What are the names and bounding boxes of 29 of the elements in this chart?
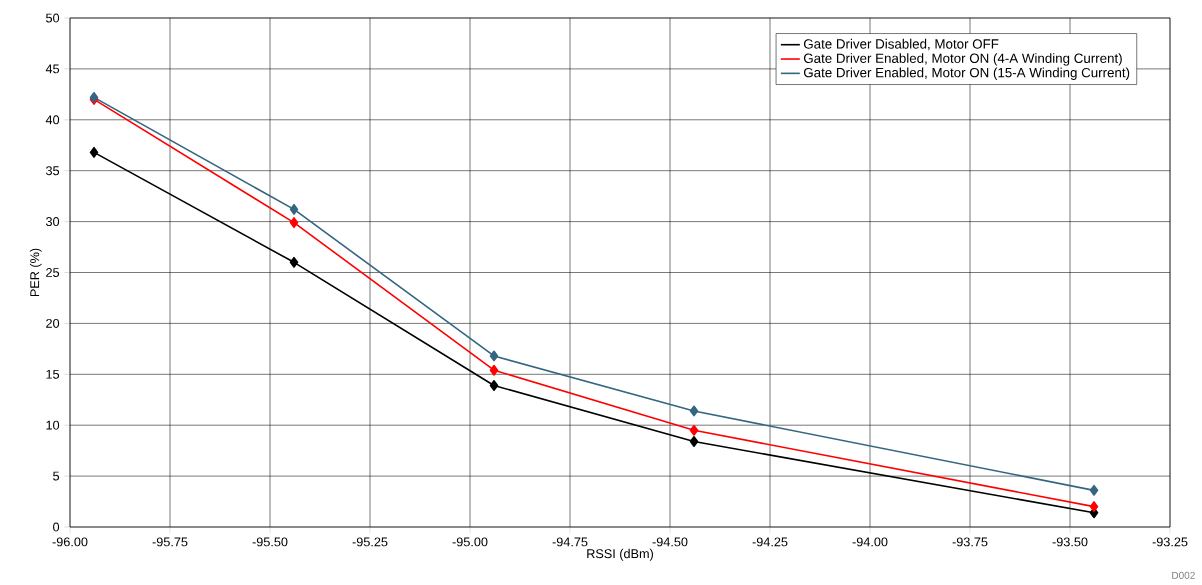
y-tick-label: 25 bbox=[46, 268, 60, 277]
x-tick-label: -94.00 bbox=[852, 537, 888, 547]
x-tick-label: -93.75 bbox=[952, 537, 988, 547]
y-tick-label: 0 bbox=[53, 522, 60, 532]
legend-label: Gate Driver Enabled, Motor ON (4-A Winding Current) bbox=[803, 53, 1122, 66]
x-tick-label: -95.25 bbox=[352, 537, 388, 547]
y-tick-label: 10 bbox=[46, 420, 60, 430]
x-tick-label: -96.00 bbox=[52, 537, 88, 547]
x-tick-label: -93.50 bbox=[1052, 537, 1088, 547]
y-tick-label: 30 bbox=[45, 217, 60, 227]
x-tick-label: -94.25 bbox=[752, 537, 788, 547]
x-tick-label: -95.50 bbox=[252, 537, 288, 547]
y-axis-title: PER (%) bbox=[29, 248, 42, 297]
y-tick-label: 20 bbox=[46, 318, 60, 328]
x-tick-label: -95.00 bbox=[452, 537, 488, 547]
y-tick-label: 5 bbox=[53, 471, 60, 481]
y-tick-label: 35 bbox=[45, 166, 60, 176]
y-tick-label: 45 bbox=[45, 64, 60, 74]
y-tick-label: 40 bbox=[45, 115, 60, 125]
x-tick-label: -94.50 bbox=[652, 537, 688, 547]
legend-label: Gate Driver Enabled, Motor ON (15-A Winding Current) bbox=[803, 67, 1130, 80]
x-axis-title: RSSI (dBm) bbox=[587, 548, 653, 561]
legend-label: Gate Driver Disabled, Motor OFF bbox=[803, 38, 999, 51]
y-tick-label: 15 bbox=[46, 369, 60, 379]
x-tick-label: -94.75 bbox=[552, 537, 588, 547]
x-tick-label: -93.25 bbox=[1152, 537, 1188, 547]
x-tick-label: -95.75 bbox=[152, 537, 188, 547]
y-tick-label: 50 bbox=[46, 13, 60, 23]
text: D002 bbox=[1172, 571, 1195, 579]
